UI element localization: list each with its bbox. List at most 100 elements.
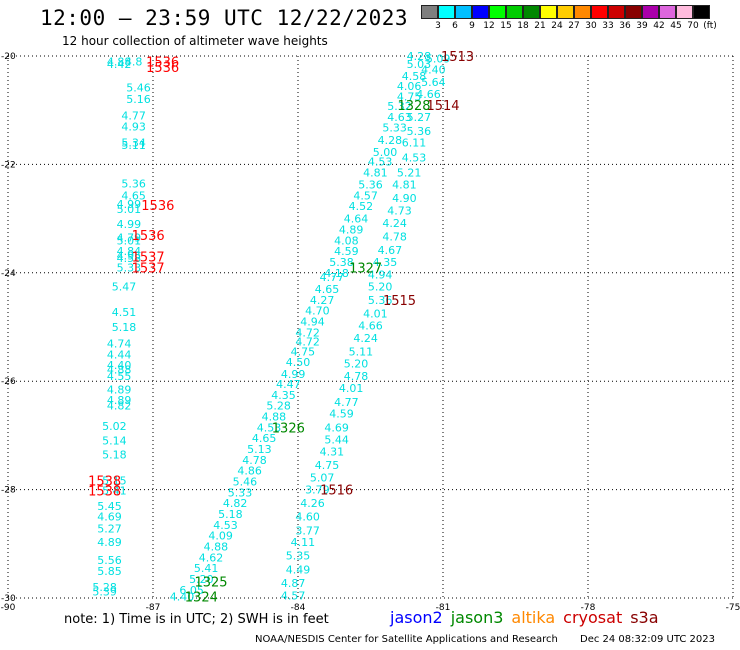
- wave-height-label: 5.44: [324, 434, 349, 447]
- pass-time-label: 1538: [88, 485, 121, 500]
- wave-height-label: 4.57: [281, 589, 306, 602]
- wave-height-label: 5.20: [368, 280, 393, 293]
- wave-height-label: 4.70: [305, 305, 330, 318]
- wave-height-label: 4.63: [387, 111, 412, 124]
- color-scale-label: (ft): [703, 21, 717, 31]
- x-tick-label: -78: [581, 603, 596, 613]
- wave-height-label: 5.15: [102, 474, 127, 487]
- wave-height-label: 4.01: [363, 307, 388, 320]
- wave-height-label: 4.99: [117, 198, 142, 211]
- wave-height-label: 4.88: [262, 410, 287, 423]
- wave-height-label: 4.81: [392, 178, 417, 191]
- wave-height-label: 4.57: [353, 189, 378, 202]
- pass-time-label: 1536: [146, 55, 179, 70]
- wave-height-label: 4.89: [107, 383, 132, 396]
- wave-height-label: 5.34: [121, 137, 146, 150]
- x-tick-label: -90: [1, 603, 16, 613]
- pass-time-label: 1538: [88, 474, 121, 489]
- x-tick-label: -81: [436, 603, 451, 613]
- color-scale-label: 45: [670, 21, 682, 31]
- legend-entry-jason2: jason2: [390, 608, 443, 627]
- wave-height-label: 4.77: [121, 110, 146, 123]
- wave-height-label: 5.33: [382, 122, 407, 135]
- wave-height-label: 5.27: [407, 111, 432, 124]
- wave-height-label: 4.93: [121, 120, 146, 133]
- wave-height-label: 5.27: [97, 523, 122, 536]
- color-scale-swatch: [591, 5, 608, 19]
- wave-height-label: 4.99: [281, 368, 306, 381]
- wave-height-label: 4.59: [334, 245, 359, 258]
- wave-height-label: 4.67: [378, 244, 403, 257]
- wave-height-label: 3.79: [305, 484, 330, 497]
- wave-height-label: 4.72: [295, 336, 320, 349]
- wave-height-label: 4.01: [339, 382, 364, 395]
- wave-height-label: 6.11: [402, 137, 427, 150]
- color-scale-swatch: [625, 5, 642, 19]
- wave-height-label: 5.36: [121, 177, 146, 190]
- wave-height-label: 4.94: [368, 268, 393, 281]
- wave-height-label: 4.50: [286, 356, 311, 369]
- wave-height-label: 4.78: [242, 454, 267, 467]
- color-scale-swatch: [438, 5, 455, 19]
- wave-height-label: 4.8: [125, 55, 143, 68]
- wave-height-label: 4.75: [315, 459, 340, 472]
- wave-height-label: 5.32: [387, 100, 412, 113]
- color-scale-swatch: [540, 5, 557, 19]
- wave-height-label: 4.52: [349, 200, 374, 213]
- wave-height-label: 4.64: [344, 213, 369, 226]
- wave-height-label: 4.08: [334, 234, 359, 247]
- wave-height-label: 4.94: [300, 316, 325, 329]
- wave-height-label: 4.84: [117, 245, 142, 258]
- footer-note: note: 1) Time is in UTC; 2) SWH is in fe…: [64, 612, 329, 627]
- color-scale-label: 42: [653, 21, 665, 31]
- wave-height-label: 5.46: [126, 81, 151, 94]
- wave-height-label: 5.41: [194, 562, 219, 575]
- wave-height-label: 4.72: [295, 326, 320, 339]
- wave-height-label: 5.21: [397, 167, 422, 180]
- wave-height-label: 5.85: [97, 565, 122, 578]
- wave-height-label: 5.56: [97, 554, 122, 567]
- wave-height-label: 4.53: [368, 156, 393, 169]
- pass-time-label: 1536: [146, 61, 179, 76]
- color-scale-swatch: [659, 5, 676, 19]
- wave-height-label: 4.66: [416, 88, 441, 101]
- chart-subtitle: 12 hour collection of altimeter wave hei…: [62, 34, 328, 48]
- wave-height-label: 4.55: [107, 370, 132, 383]
- wave-height-label: 4.44: [107, 349, 132, 362]
- wave-height-label: 4.53: [213, 519, 238, 532]
- wave-height-label: 4.81: [363, 167, 388, 180]
- wave-height-label: 4.59: [329, 408, 354, 421]
- wave-height-label: 4.47: [276, 378, 301, 391]
- wave-height-label: 4.90: [392, 192, 417, 205]
- wave-height-label: 4.65: [121, 189, 146, 202]
- wave-height-label: 4.40: [170, 590, 195, 603]
- wave-height-label: 4.31: [320, 446, 345, 459]
- wave-height-label: 4.74: [107, 337, 132, 350]
- wave-height-label: 5.36: [407, 125, 432, 138]
- wave-height-label: 4.35: [271, 389, 296, 402]
- wave-height-label: 5.33: [228, 486, 253, 499]
- wave-height-label: 5.09: [426, 53, 451, 66]
- wave-height-label: 5.11: [349, 345, 374, 358]
- wave-height-label: 5.18: [102, 448, 127, 461]
- wave-height-label: 5.20: [344, 357, 369, 370]
- color-scale-swatch: [557, 5, 574, 19]
- color-scale-swatch: [642, 5, 659, 19]
- satellite-legend: jason2 jason3 altika cryosat s3a: [390, 608, 667, 627]
- wave-height-label: 5.45: [97, 500, 122, 513]
- wave-height-label: 5.41: [102, 485, 127, 498]
- color-scale-label: 33: [602, 21, 614, 31]
- y-tick-label: -28: [1, 486, 16, 496]
- wave-height-label: 4.88: [204, 541, 229, 554]
- pass-time-label: 1324: [185, 590, 218, 605]
- wave-height-label: 5.14: [102, 434, 127, 447]
- wave-height-label: 4.79: [117, 232, 142, 245]
- wave-height-label: 4.99: [117, 218, 142, 231]
- color-scale-label: 12: [483, 21, 495, 31]
- wave-height-label: 4.58: [117, 252, 142, 265]
- wave-height-label: 4.75: [291, 345, 316, 358]
- color-scale-label: 18: [517, 21, 529, 31]
- pass-time-label: 1513: [441, 50, 474, 65]
- color-scale-swatch: [523, 5, 540, 19]
